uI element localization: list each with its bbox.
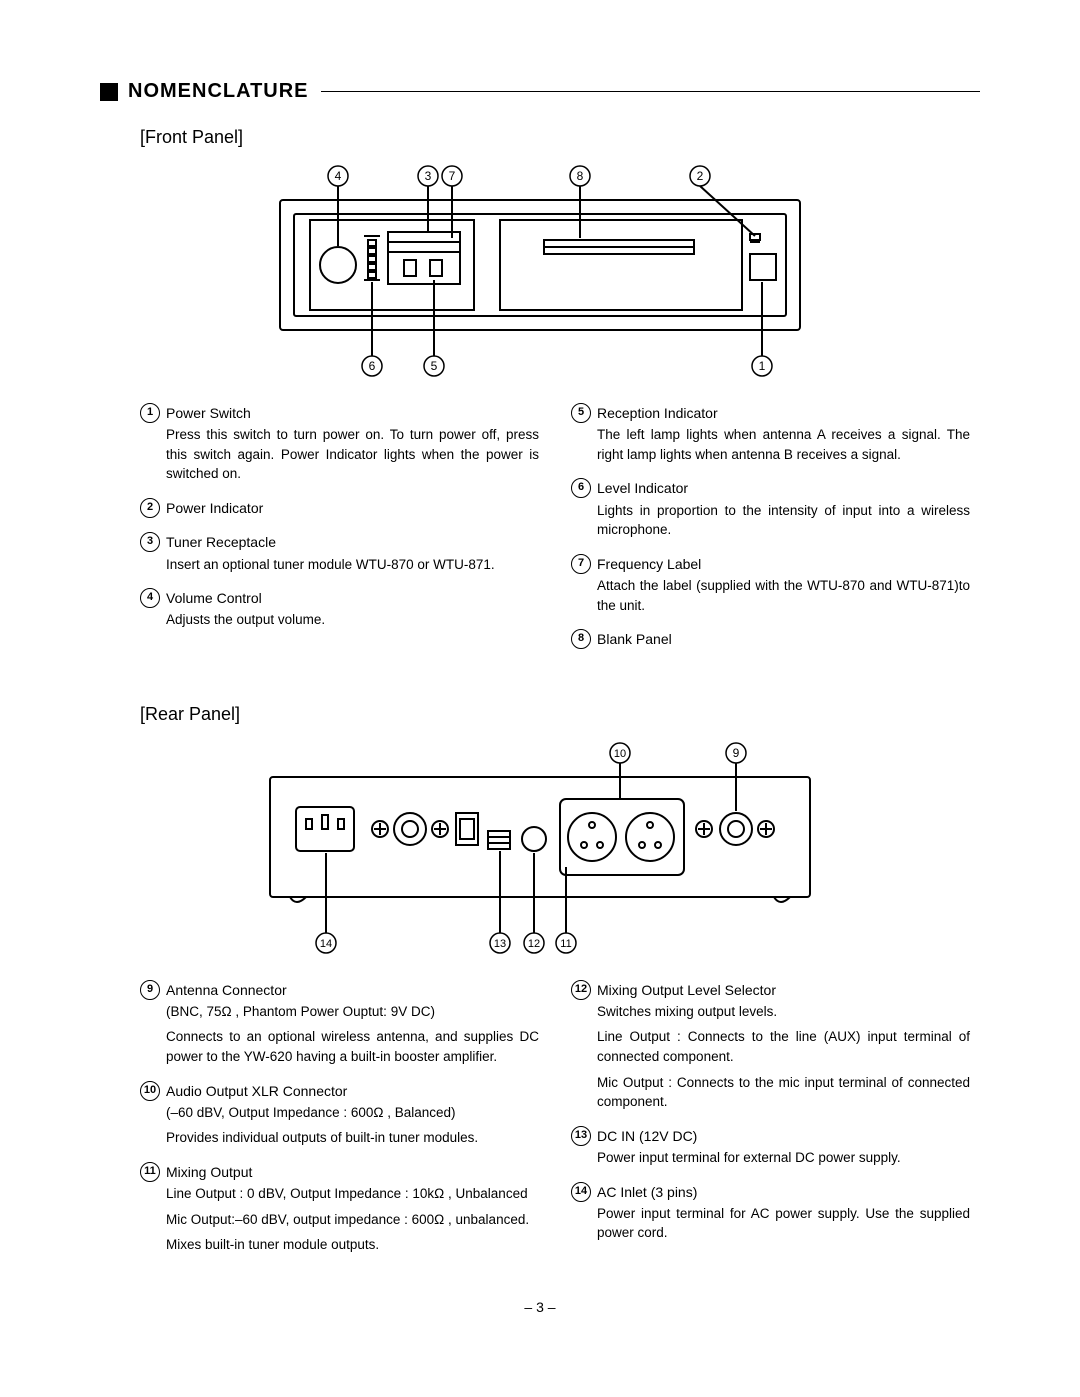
item-body-text: Mic Output:–60 dBV, output impedance : 6… bbox=[166, 1210, 539, 1230]
item-body-text: Provides individual outputs of built-in … bbox=[166, 1128, 539, 1148]
svg-text:10: 10 bbox=[614, 748, 626, 760]
item-body-text: Power input terminal for AC power supply… bbox=[597, 1204, 970, 1243]
svg-text:8: 8 bbox=[577, 169, 584, 183]
item-title: Antenna Connector bbox=[166, 980, 287, 1000]
item-13: 13 DC IN (12V DC) Power input terminal fo… bbox=[571, 1126, 970, 1168]
item-title: Mixing Output bbox=[166, 1162, 252, 1182]
callout-num: 4 bbox=[140, 588, 160, 608]
callout-num: 14 bbox=[571, 1182, 591, 1202]
callout-num: 3 bbox=[140, 532, 160, 552]
rear-left-column: 9 Antenna Connector (BNC, 75Ω , Phantom P… bbox=[140, 980, 539, 1269]
item-14: 14 AC Inlet (3 pins) Power input terminal… bbox=[571, 1182, 970, 1243]
callout-num: 1 bbox=[140, 403, 160, 423]
item-body-text: (–60 dBV, Output Impedance : 600Ω , Bala… bbox=[166, 1103, 539, 1123]
section-square-icon bbox=[100, 83, 118, 101]
front-panel-svg: 4 3 7 8 2 6 5 1 bbox=[260, 160, 820, 380]
item-8: 8 Blank Panel bbox=[571, 629, 970, 649]
svg-text:14: 14 bbox=[320, 938, 332, 950]
svg-text:3: 3 bbox=[425, 169, 432, 183]
callout-num: 10 bbox=[140, 1081, 160, 1101]
front-left-column: 1 Power Switch Press this switch to turn … bbox=[140, 403, 539, 664]
page-number: – 3 – bbox=[100, 1299, 980, 1315]
callout-num: 9 bbox=[140, 980, 160, 1000]
item-4: 4 Volume Control Adjusts the output volum… bbox=[140, 588, 539, 630]
item-body-text: (BNC, 75Ω , Phantom Power Ouptut: 9V DC) bbox=[166, 1002, 539, 1022]
item-3: 3 Tuner Receptacle Insert an optional tun… bbox=[140, 532, 539, 574]
callout-num: 7 bbox=[571, 554, 591, 574]
front-panel-columns: 1 Power Switch Press this switch to turn … bbox=[140, 403, 970, 664]
item-title: Power Switch bbox=[166, 403, 251, 423]
item-2: 2 Power Indicator bbox=[140, 498, 539, 518]
item-title: Level Indicator bbox=[597, 478, 688, 498]
item-7: 7 Frequency Label Attach the label (suppl… bbox=[571, 554, 970, 615]
callout-num: 8 bbox=[571, 629, 591, 649]
item-title: Volume Control bbox=[166, 588, 262, 608]
page-root: NOMENCLATURE [Front Panel] bbox=[0, 0, 1080, 1355]
rear-panel-subtitle: [Rear Panel] bbox=[140, 704, 980, 725]
rear-panel-diagram: 10 9 14 13 12 11 bbox=[100, 737, 980, 962]
item-title: Power Indicator bbox=[166, 498, 263, 518]
section-title: NOMENCLATURE bbox=[128, 80, 309, 103]
callout-num: 5 bbox=[571, 403, 591, 423]
section-rule-line bbox=[321, 91, 980, 93]
front-right-column: 5 Reception Indicator The left lamp light… bbox=[571, 403, 970, 664]
svg-text:1: 1 bbox=[759, 359, 766, 373]
item-6: 6 Level Indicator Lights in proportion to… bbox=[571, 478, 970, 539]
item-title: Mixing Output Level Selector bbox=[597, 980, 776, 1000]
item-body-text: Line Output : 0 dBV, Output Impedance : … bbox=[166, 1184, 539, 1204]
section-header: NOMENCLATURE bbox=[100, 80, 980, 103]
rear-panel-svg: 10 9 14 13 12 11 bbox=[250, 737, 830, 957]
item-12: 12 Mixing Output Level Selector Switches … bbox=[571, 980, 970, 1112]
item-title: DC IN (12V DC) bbox=[597, 1126, 697, 1146]
callout-num: 6 bbox=[571, 478, 591, 498]
item-5: 5 Reception Indicator The left lamp light… bbox=[571, 403, 970, 464]
svg-text:2: 2 bbox=[697, 169, 704, 183]
item-title: AC Inlet (3 pins) bbox=[597, 1182, 697, 1202]
svg-text:13: 13 bbox=[494, 938, 506, 950]
item-body-text: Power input terminal for external DC pow… bbox=[597, 1148, 970, 1168]
svg-text:5: 5 bbox=[431, 359, 438, 373]
item-body-text: Connects to an optional wireless antenna… bbox=[166, 1027, 539, 1066]
item-1: 1 Power Switch Press this switch to turn … bbox=[140, 403, 539, 484]
callout-num: 11 bbox=[140, 1162, 160, 1182]
callout-num: 12 bbox=[571, 980, 591, 1000]
rear-panel-columns: 9 Antenna Connector (BNC, 75Ω , Phantom P… bbox=[140, 980, 970, 1269]
item-10: 10 Audio Output XLR Connector (–60 dBV, O… bbox=[140, 1081, 539, 1148]
callout-num: 2 bbox=[140, 498, 160, 518]
front-panel-diagram: 4 3 7 8 2 6 5 1 bbox=[100, 160, 980, 385]
callout-num: 13 bbox=[571, 1126, 591, 1146]
svg-text:4: 4 bbox=[335, 169, 342, 183]
item-body-text: Press this switch to turn power on. To t… bbox=[166, 425, 539, 484]
svg-text:6: 6 bbox=[369, 359, 376, 373]
svg-text:12: 12 bbox=[528, 938, 540, 950]
svg-text:11: 11 bbox=[560, 938, 571, 950]
item-body-text: Switches mixing output levels. bbox=[597, 1002, 970, 1022]
item-title: Audio Output XLR Connector bbox=[166, 1081, 347, 1101]
item-title: Blank Panel bbox=[597, 629, 672, 649]
item-title: Frequency Label bbox=[597, 554, 701, 574]
item-title: Reception Indicator bbox=[597, 403, 718, 423]
rear-right-column: 12 Mixing Output Level Selector Switches … bbox=[571, 980, 970, 1269]
item-body-text: Lights in proportion to the intensity of… bbox=[597, 501, 970, 540]
item-body-text: Insert an optional tuner module WTU-870 … bbox=[166, 555, 539, 575]
item-body-text: Adjusts the output volume. bbox=[166, 610, 539, 630]
svg-text:9: 9 bbox=[733, 746, 740, 760]
front-panel-subtitle: [Front Panel] bbox=[140, 127, 980, 148]
item-body-text: Attach the label (supplied with the WTU-… bbox=[597, 576, 970, 615]
item-9: 9 Antenna Connector (BNC, 75Ω , Phantom P… bbox=[140, 980, 539, 1067]
svg-text:7: 7 bbox=[449, 169, 456, 183]
item-body-text: Mic Output : Connects to the mic input t… bbox=[597, 1073, 970, 1112]
item-body-text: Mixes built-in tuner module outputs. bbox=[166, 1235, 539, 1255]
item-title: Tuner Receptacle bbox=[166, 532, 276, 552]
item-body-text: Line Output : Connects to the line (AUX)… bbox=[597, 1027, 970, 1066]
item-11: 11 Mixing Output Line Output : 0 dBV, Out… bbox=[140, 1162, 539, 1255]
item-body-text: The left lamp lights when antenna A rece… bbox=[597, 425, 970, 464]
